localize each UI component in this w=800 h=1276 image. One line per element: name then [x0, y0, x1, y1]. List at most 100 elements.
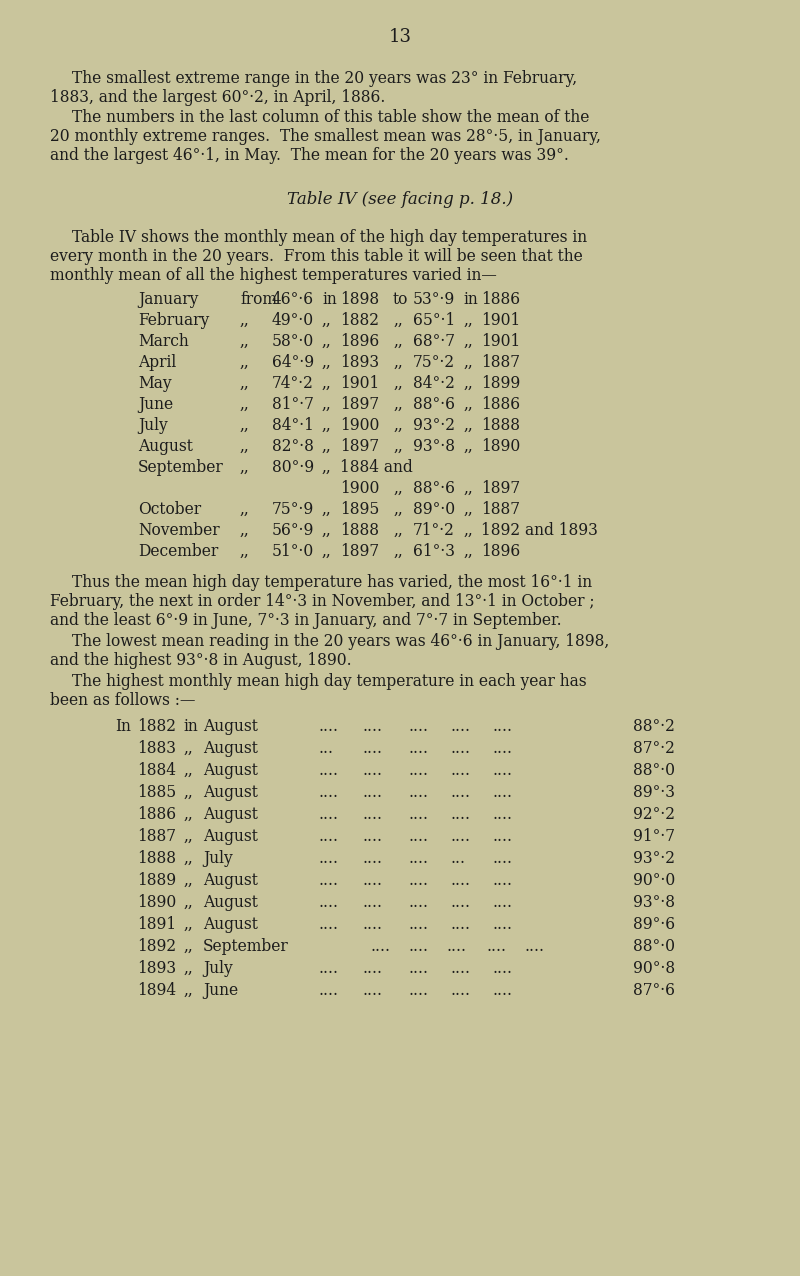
Text: ,,: ,,	[463, 375, 473, 392]
Text: August: August	[203, 872, 258, 889]
Text: 49°·0: 49°·0	[272, 313, 314, 329]
Text: 1886: 1886	[481, 396, 520, 413]
Text: ....: ....	[450, 960, 470, 977]
Text: 1892: 1892	[137, 938, 176, 954]
Text: 1887: 1887	[137, 828, 176, 845]
Text: ....: ....	[318, 916, 338, 933]
Text: ,,: ,,	[183, 872, 193, 889]
Text: 1895: 1895	[340, 501, 379, 518]
Text: ,,: ,,	[183, 916, 193, 933]
Text: 88°·6: 88°·6	[413, 480, 455, 496]
Text: every month in the 20 years.  From this table it will be seen that the: every month in the 20 years. From this t…	[50, 248, 582, 265]
Text: ...: ...	[318, 740, 333, 757]
Text: June: June	[203, 983, 238, 999]
Text: ....: ....	[450, 828, 470, 845]
Text: ,,: ,,	[463, 438, 473, 456]
Text: 75°·9: 75°·9	[272, 501, 314, 518]
Text: ,,: ,,	[183, 740, 193, 757]
Text: to: to	[393, 291, 408, 308]
Text: ....: ....	[363, 828, 383, 845]
Text: February: February	[138, 313, 210, 329]
Text: The numbers in the last column of this table show the mean of the: The numbers in the last column of this t…	[72, 108, 590, 126]
Text: 93°·8: 93°·8	[633, 894, 675, 911]
Text: ....: ....	[318, 850, 338, 866]
Text: ....: ....	[450, 740, 470, 757]
Text: 56°·9: 56°·9	[272, 522, 314, 538]
Text: 75°·2: 75°·2	[413, 353, 455, 371]
Text: ....: ....	[318, 983, 338, 999]
Text: ,,: ,,	[322, 375, 332, 392]
Text: ,,: ,,	[463, 522, 473, 538]
Text: and the largest 46°·1, in May.  The mean for the 20 years was 39°.: and the largest 46°·1, in May. The mean …	[50, 147, 569, 165]
Text: 87°·2: 87°·2	[633, 740, 675, 757]
Text: 87°·6: 87°·6	[633, 983, 675, 999]
Text: 88°·0: 88°·0	[633, 938, 675, 954]
Text: January: January	[138, 291, 198, 308]
Text: 13: 13	[389, 28, 411, 46]
Text: 1883, and the largest 60°·2, in April, 1886.: 1883, and the largest 60°·2, in April, 1…	[50, 89, 386, 106]
Text: ,,: ,,	[240, 438, 250, 456]
Text: ,,: ,,	[240, 353, 250, 371]
Text: 1884 and: 1884 and	[340, 459, 413, 476]
Text: 1898: 1898	[340, 291, 379, 308]
Text: May: May	[138, 375, 172, 392]
Text: 89°·0: 89°·0	[413, 501, 455, 518]
Text: ,,: ,,	[463, 544, 473, 560]
Text: ,,: ,,	[322, 522, 332, 538]
Text: ....: ....	[363, 960, 383, 977]
Text: ,,: ,,	[393, 313, 402, 329]
Text: 90°·8: 90°·8	[633, 960, 675, 977]
Text: monthly mean of all the highest temperatures varied in—: monthly mean of all the highest temperat…	[50, 267, 497, 285]
Text: ....: ....	[363, 762, 383, 780]
Text: 1884: 1884	[137, 762, 176, 780]
Text: ,,: ,,	[240, 544, 250, 560]
Text: ....: ....	[318, 960, 338, 977]
Text: ,,: ,,	[183, 960, 193, 977]
Text: ,,: ,,	[183, 938, 193, 954]
Text: 93°·2: 93°·2	[633, 850, 675, 866]
Text: August: August	[138, 438, 193, 456]
Text: ....: ....	[408, 850, 428, 866]
Text: ,,: ,,	[240, 396, 250, 413]
Text: ,,: ,,	[463, 417, 473, 434]
Text: 1896: 1896	[481, 544, 520, 560]
Text: 1901: 1901	[481, 333, 520, 350]
Text: ....: ....	[370, 938, 390, 954]
Text: ,,: ,,	[463, 480, 473, 496]
Text: 84°·2: 84°·2	[413, 375, 455, 392]
Text: ....: ....	[363, 718, 383, 735]
Text: ....: ....	[408, 938, 428, 954]
Text: 91°·7: 91°·7	[633, 828, 675, 845]
Text: 89°·3: 89°·3	[633, 783, 675, 801]
Text: 1897: 1897	[340, 544, 379, 560]
Text: ....: ....	[492, 828, 512, 845]
Text: ,,: ,,	[183, 850, 193, 866]
Text: ,,: ,,	[322, 313, 332, 329]
Text: March: March	[138, 333, 189, 350]
Text: 1891: 1891	[137, 916, 176, 933]
Text: ,,: ,,	[240, 333, 250, 350]
Text: ....: ....	[408, 960, 428, 977]
Text: October: October	[138, 501, 201, 518]
Text: ....: ....	[447, 938, 467, 954]
Text: ....: ....	[525, 938, 545, 954]
Text: ,,: ,,	[240, 501, 250, 518]
Text: ,,: ,,	[183, 894, 193, 911]
Text: and the least 6°·9 in June, 7°·3 in January, and 7°·7 in September.: and the least 6°·9 in June, 7°·3 in Janu…	[50, 612, 562, 629]
Text: ,,: ,,	[393, 333, 402, 350]
Text: ....: ....	[318, 828, 338, 845]
Text: June: June	[138, 396, 173, 413]
Text: 1886: 1886	[481, 291, 520, 308]
Text: ....: ....	[492, 762, 512, 780]
Text: The lowest mean reading in the 20 years was 46°·6 in January, 1898,: The lowest mean reading in the 20 years …	[72, 633, 610, 649]
Text: ....: ....	[363, 894, 383, 911]
Text: August: August	[203, 762, 258, 780]
Text: ....: ....	[492, 740, 512, 757]
Text: ....: ....	[408, 806, 428, 823]
Text: 93°·8: 93°·8	[413, 438, 455, 456]
Text: 1888: 1888	[137, 850, 176, 866]
Text: ....: ....	[450, 916, 470, 933]
Text: ....: ....	[408, 783, 428, 801]
Text: July: July	[138, 417, 168, 434]
Text: 1890: 1890	[481, 438, 520, 456]
